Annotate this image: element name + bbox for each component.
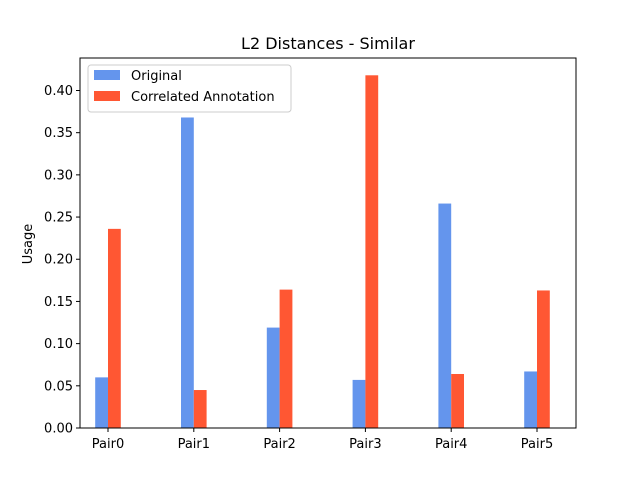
x-tick-label: Pair0 [92,437,124,452]
legend-swatch-original [94,70,120,80]
y-axis: 0.00 0.05 0.10 0.15 0.20 0.25 0.30 0.35 0.40 [44,84,80,437]
bar-correlated-annotation-pair1 [193,390,207,428]
y-tick-label: 0.20 [44,253,73,268]
x-tick-label: Pair4 [435,437,467,452]
bars-layer [95,75,550,429]
bar-correlated-annotation-pair3 [365,75,379,428]
legend-label-original: Original [131,69,182,84]
y-tick-label: 0.00 [44,422,73,437]
bar-original-pair0 [95,377,108,428]
legend-label-correlated-annotation: Correlated Annotation [131,90,275,105]
bar-original-pair4 [438,203,452,428]
y-tick-label: 0.35 [44,126,73,141]
x-axis: Pair0 Pair1 Pair2 Pair3 Pair4 Pair5 [92,428,553,452]
y-tick-label: 0.10 [44,337,73,352]
x-tick-label: Pair1 [178,437,210,452]
chart-title: L2 Distances - Similar [241,34,415,53]
bar-correlated-annotation-pair5 [537,290,550,428]
legend-swatch-correlated-annotation [94,91,120,101]
bar-original-pair2 [266,327,280,428]
bar-correlated-annotation-pair0 [108,228,121,428]
plot-frame [79,57,577,429]
bar-original-pair5 [524,371,537,428]
bar-correlated-annotation-pair4 [451,373,464,428]
y-tick-label: 0.05 [44,379,73,394]
y-axis-label: Usage [21,224,36,265]
y-tick-label: 0.15 [44,295,73,310]
bar-original-pair3 [352,379,366,428]
x-tick-label: Pair5 [521,437,553,452]
x-tick-label: Pair2 [263,437,295,452]
bar-original-pair1 [181,117,194,429]
x-tick-label: Pair3 [349,437,381,452]
y-tick-label: 0.25 [44,211,73,226]
legend: Original Correlated Annotation [87,64,292,113]
y-tick-label: 0.40 [44,84,73,99]
bar-correlated-annotation-pair2 [279,289,293,428]
legend-box [87,64,292,113]
y-tick-label: 0.30 [44,168,73,183]
